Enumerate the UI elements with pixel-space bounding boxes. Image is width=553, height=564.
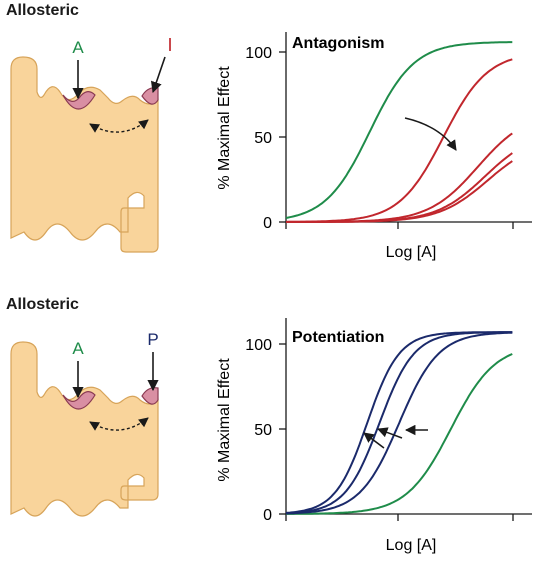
allosteric-binding-site [141, 387, 159, 405]
allosteric-antagonism-figure: A I 0 50 100 % Maximal Effect Log [A] An… [10, 32, 532, 261]
chart-title: Antagonism [292, 35, 384, 52]
receptor-body [10, 56, 159, 253]
y-tick-label-50: 50 [254, 130, 272, 147]
curve-0-4 [286, 160, 513, 223]
panel-heading: Allosteric [6, 296, 79, 313]
panel-heading: Allosteric [6, 2, 79, 19]
agonist-binding-site [62, 91, 96, 110]
allosteric-antagonism-panel: Allosteric A I [6, 2, 532, 261]
y-tick-label-0: 0 [263, 507, 272, 524]
agonist-label: A [72, 339, 84, 358]
y-tick-label-100: 100 [245, 337, 272, 354]
antagonism-chart: 0 50 100 % Maximal Effect Log [A] Antago… [216, 32, 532, 261]
x-axis-label: Log [A] [386, 537, 437, 554]
potentiation-chart: 0 50 100 % Maximal Effect Log [A] Potent… [216, 318, 532, 554]
potentiation-curves [285, 331, 513, 515]
y-tick-label-0: 0 [263, 215, 272, 232]
y-axis-label: % Maximal Effect [216, 358, 233, 482]
x-axis-label: Log [A] [386, 244, 437, 261]
curve-0-2 [286, 132, 513, 223]
shift-arrow [404, 117, 457, 151]
antagonism-curves [285, 41, 513, 223]
conformational-link-arrow [89, 417, 149, 431]
agonist-label: A [72, 38, 84, 57]
agonist-binding-site [62, 391, 96, 410]
inhibitor-arrow [150, 56, 166, 94]
allosteric-potentiation-figure: A P 0 50 100 % Maximal Effect Log [A] Po… [10, 318, 532, 554]
receptor-illustration: A P [10, 330, 159, 517]
curve-1-3 [285, 331, 513, 514]
chart-title: Potentiation [292, 329, 384, 346]
allosteric-binding-site [141, 87, 159, 105]
curve-0-0 [285, 41, 513, 219]
y-axis-label: % Maximal Effect [216, 66, 233, 190]
y-tick-label-100: 100 [245, 45, 272, 62]
curve-0-1 [285, 58, 513, 223]
curve-1-0 [286, 353, 513, 515]
shift-arrow [363, 432, 385, 449]
shift-arrow [377, 427, 403, 439]
y-tick-label-50: 50 [254, 422, 272, 439]
receptor-illustration: A I [10, 35, 173, 253]
conformational-link-arrow [89, 119, 149, 133]
curve-1-1 [286, 331, 513, 515]
allosteric-potentiation-panel: Allosteric A P 0 50 [0, 282, 553, 564]
receptor-body [10, 341, 159, 517]
inhibitor-label: I [167, 35, 172, 55]
potentiator-label: P [147, 330, 158, 349]
